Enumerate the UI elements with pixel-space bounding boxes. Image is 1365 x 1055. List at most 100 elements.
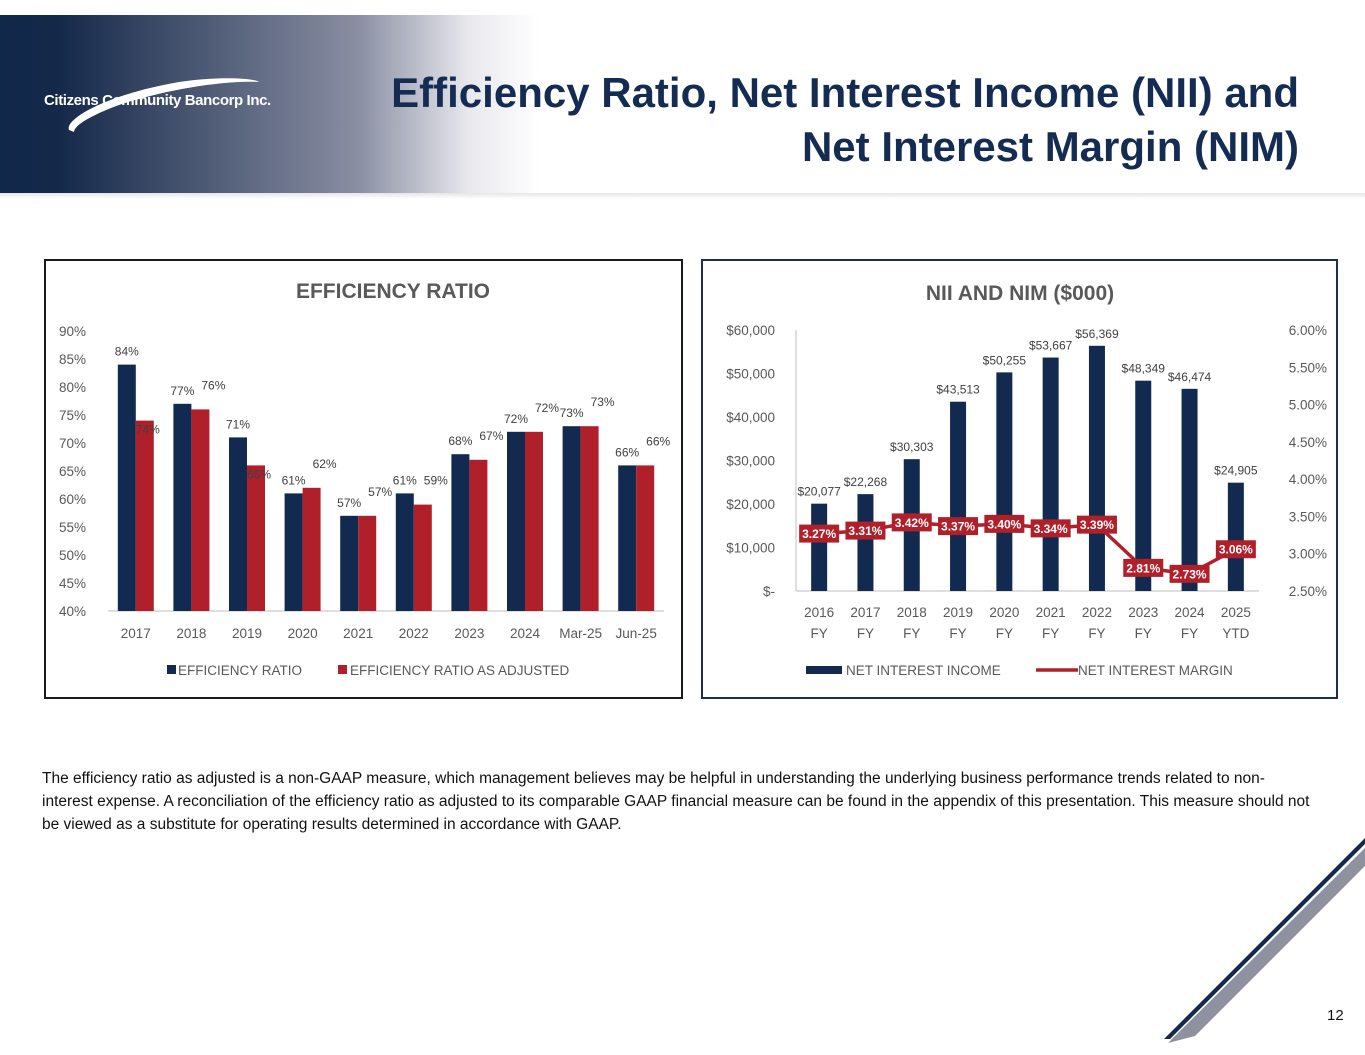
net-interest-income-bar bbox=[1042, 357, 1059, 591]
x-tick-label: 2025 bbox=[1221, 605, 1251, 620]
nim-data-label: 3.06% bbox=[1219, 543, 1253, 557]
page-title-line1: Efficiency Ratio, Net Interest Income (N… bbox=[391, 69, 1299, 116]
y-right-tick-label: 5.50% bbox=[1289, 360, 1327, 375]
x-tick-sublabel: FY bbox=[811, 626, 828, 641]
efficiency-ratio-panel: EFFICIENCY RATIO 40% 45% 50% 55% 60% 65% 70% 75%… bbox=[44, 259, 683, 699]
x-tick-sublabel: FY bbox=[996, 626, 1013, 641]
data-label: 59% bbox=[424, 474, 448, 488]
efficiency-ratio-bar bbox=[284, 493, 303, 611]
data-label: 66% bbox=[646, 434, 670, 448]
efficiency-ratio-adjusted-bar bbox=[636, 465, 655, 611]
y-tick-label: 85% bbox=[59, 352, 86, 367]
efficiency-ratio-chart: EFFICIENCY RATIO 40% 45% 50% 55% 60% 65% 70% 75%… bbox=[59, 280, 671, 678]
nim-data-label: 3.40% bbox=[987, 517, 1021, 531]
x-tick-label: 2019 bbox=[232, 626, 262, 641]
logo-swoosh-icon bbox=[68, 78, 259, 132]
nim-data-label: 3.42% bbox=[895, 516, 929, 530]
efficiency-ratio-bar bbox=[229, 437, 247, 611]
y-tick-label: 80% bbox=[59, 380, 86, 395]
page-title-line2: Net Interest Margin (NIM) bbox=[801, 123, 1299, 170]
x-tick-label: 2019 bbox=[943, 605, 973, 620]
chart-title: EFFICIENCY RATIO bbox=[296, 280, 490, 303]
y-tick-label: 75% bbox=[59, 408, 86, 423]
x-tick-label: 2024 bbox=[510, 626, 541, 641]
y-right-tick-label: 5.00% bbox=[1289, 398, 1327, 413]
legend-swatch bbox=[338, 665, 347, 674]
data-label: 62% bbox=[313, 457, 337, 471]
x-tick-label: 2023 bbox=[454, 626, 484, 641]
y-tick-label: 70% bbox=[59, 436, 86, 451]
x-tick-sublabel: FY bbox=[1042, 626, 1059, 641]
nim-label-box bbox=[984, 514, 1025, 533]
x-tick-sublabel: YTD bbox=[1222, 626, 1249, 641]
bar-data-label: $30,303 bbox=[890, 440, 934, 454]
company-name: Citizens Community Bancorp Inc. bbox=[44, 92, 271, 109]
chart-title: NII AND NIM ($000) bbox=[926, 282, 1114, 305]
net-interest-income-bar bbox=[857, 494, 874, 591]
header-shadow bbox=[0, 193, 1365, 199]
nim-data-label: 3.34% bbox=[1034, 522, 1068, 536]
data-label: 61% bbox=[393, 473, 417, 487]
y-right-tick-label: 4.50% bbox=[1289, 435, 1327, 450]
page-title: Efficiency Ratio, Net Interest Income (N… bbox=[391, 66, 1299, 174]
nim-label-box bbox=[1030, 519, 1071, 538]
net-interest-income-bar bbox=[1135, 380, 1152, 591]
bar-data-label: $20,077 bbox=[797, 485, 841, 499]
legend-label: NET INTEREST MARGIN bbox=[1078, 663, 1233, 678]
nim-data-label: 2.73% bbox=[1173, 567, 1207, 581]
efficiency-ratio-adjusted-bar bbox=[580, 426, 599, 611]
efficiency-ratio-bar bbox=[562, 426, 581, 611]
bar-data-label: $46,474 bbox=[1168, 370, 1212, 384]
data-label: 73% bbox=[560, 406, 584, 420]
y-right-tick-label: 6.00% bbox=[1289, 323, 1327, 338]
x-tick-label: 2024 bbox=[1175, 605, 1206, 620]
legend-label: EFFICIENCY RATIO AS ADJUSTED bbox=[350, 663, 570, 678]
y-left-tick-label: $30,000 bbox=[726, 454, 775, 469]
efficiency-ratio-bar bbox=[618, 465, 637, 611]
data-label: 84% bbox=[115, 345, 139, 359]
y-tick-label: 45% bbox=[59, 576, 86, 591]
nim-label-box bbox=[1215, 540, 1256, 559]
page-number: 12 bbox=[1327, 1007, 1344, 1024]
bar-data-label: $50,255 bbox=[983, 353, 1027, 367]
x-tick-label: 2022 bbox=[1082, 605, 1112, 620]
x-tick-label: 2017 bbox=[121, 626, 151, 641]
nim-data-label: 3.31% bbox=[848, 524, 882, 538]
x-tick-label: 2021 bbox=[1036, 605, 1066, 620]
nim-label-box bbox=[891, 513, 932, 532]
y-left-tick-label: $- bbox=[763, 584, 775, 599]
data-label: 73% bbox=[591, 395, 615, 409]
data-label: 57% bbox=[368, 485, 392, 499]
efficiency-ratio-bar bbox=[451, 454, 470, 611]
y-tick-label: 90% bbox=[59, 324, 86, 339]
legend-label: EFFICIENCY RATIO bbox=[178, 663, 302, 678]
nim-label-box bbox=[799, 524, 840, 543]
data-label: 71% bbox=[226, 417, 250, 431]
data-label: 66% bbox=[615, 445, 639, 459]
efficiency-ratio-adjusted-bar bbox=[469, 459, 488, 611]
legend-swatch bbox=[806, 666, 842, 674]
corner-decoration bbox=[1164, 838, 1365, 1055]
company-logo: Citizens Community Bancorp Inc. bbox=[44, 70, 284, 140]
efficiency-ratio-adjusted-bar bbox=[413, 504, 432, 611]
nim-label-box bbox=[845, 521, 886, 540]
bar-data-label: $53,667 bbox=[1029, 339, 1073, 353]
x-tick-label: 2020 bbox=[989, 605, 1019, 620]
efficiency-ratio-adjusted-bar bbox=[358, 515, 377, 611]
y-tick-label: 65% bbox=[59, 464, 86, 479]
x-tick-label: 2017 bbox=[850, 605, 880, 620]
y-tick-label: 60% bbox=[59, 492, 86, 507]
x-tick-label: Jun-25 bbox=[616, 626, 657, 641]
x-tick-label: 2022 bbox=[399, 626, 429, 641]
data-label: 57% bbox=[337, 496, 361, 510]
data-label: 67% bbox=[479, 429, 503, 443]
x-tick-label: 2023 bbox=[1128, 605, 1158, 620]
y-right-tick-label: 3.50% bbox=[1289, 509, 1327, 524]
nim-label-box bbox=[1169, 564, 1210, 583]
nim-data-label: 3.39% bbox=[1080, 518, 1114, 532]
net-interest-income-bar bbox=[1088, 345, 1105, 591]
efficiency-ratio-adjusted-bar bbox=[247, 465, 265, 611]
bar-data-label: $48,349 bbox=[1122, 362, 1166, 376]
x-tick-sublabel: FY bbox=[949, 626, 966, 641]
y-right-tick-label: 2.50% bbox=[1289, 584, 1327, 599]
